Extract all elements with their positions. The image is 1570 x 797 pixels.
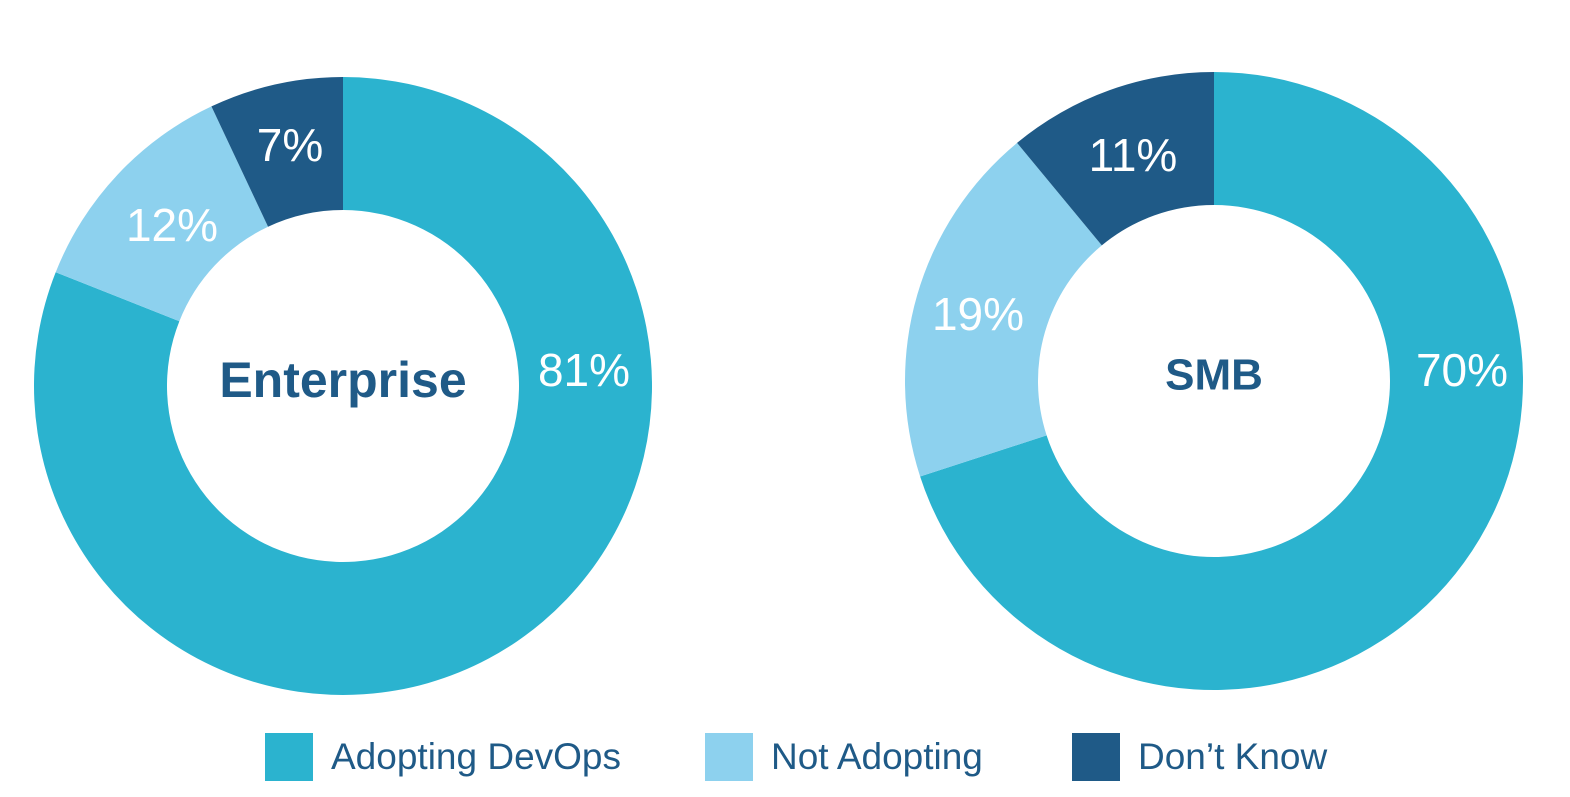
enterprise-donut: 81% 12% 7% Enterprise: [33, 77, 653, 696]
smb-label-dont-know: 11%: [1089, 129, 1178, 181]
legend: Adopting DevOps Not Adopting Don’t Know: [0, 727, 1570, 787]
smb-donut: 70% 19% 11% SMB: [905, 72, 1523, 691]
legend-swatch-not-adopting: [705, 733, 753, 781]
legend-item-adopting-devops: Adopting DevOps: [265, 727, 621, 787]
legend-item-dont-know: Don’t Know: [1072, 727, 1327, 787]
legend-swatch-adopting-devops: [265, 733, 313, 781]
smb-slice-not-adopting: [905, 142, 1102, 477]
enterprise-slice-dont-know: [211, 77, 343, 227]
enterprise-label-dont-know: 7%: [257, 119, 323, 171]
legend-item-not-adopting: Not Adopting: [705, 727, 983, 787]
enterprise-label-adopting-devops: 81%: [538, 344, 630, 396]
smb-center-label: SMB: [1165, 351, 1263, 400]
legend-label-not-adopting: Not Adopting: [771, 736, 983, 777]
enterprise-slice-not-adopting: [55, 106, 269, 322]
smb-slice-dont-know: [1017, 72, 1214, 246]
enterprise-label-not-adopting: 12%: [126, 199, 218, 251]
enterprise-center-label: Enterprise: [219, 352, 466, 408]
smb-slice-adopting-devops: [920, 72, 1523, 691]
smb-label-adopting-devops: 70%: [1416, 344, 1508, 396]
legend-label-dont-know: Don’t Know: [1138, 736, 1328, 777]
enterprise-slice-adopting-devops: [33, 77, 653, 696]
smb-label-not-adopting: 19%: [932, 288, 1024, 340]
legend-label-adopting-devops: Adopting DevOps: [331, 736, 622, 777]
legend-swatch-dont-know: [1072, 733, 1120, 781]
